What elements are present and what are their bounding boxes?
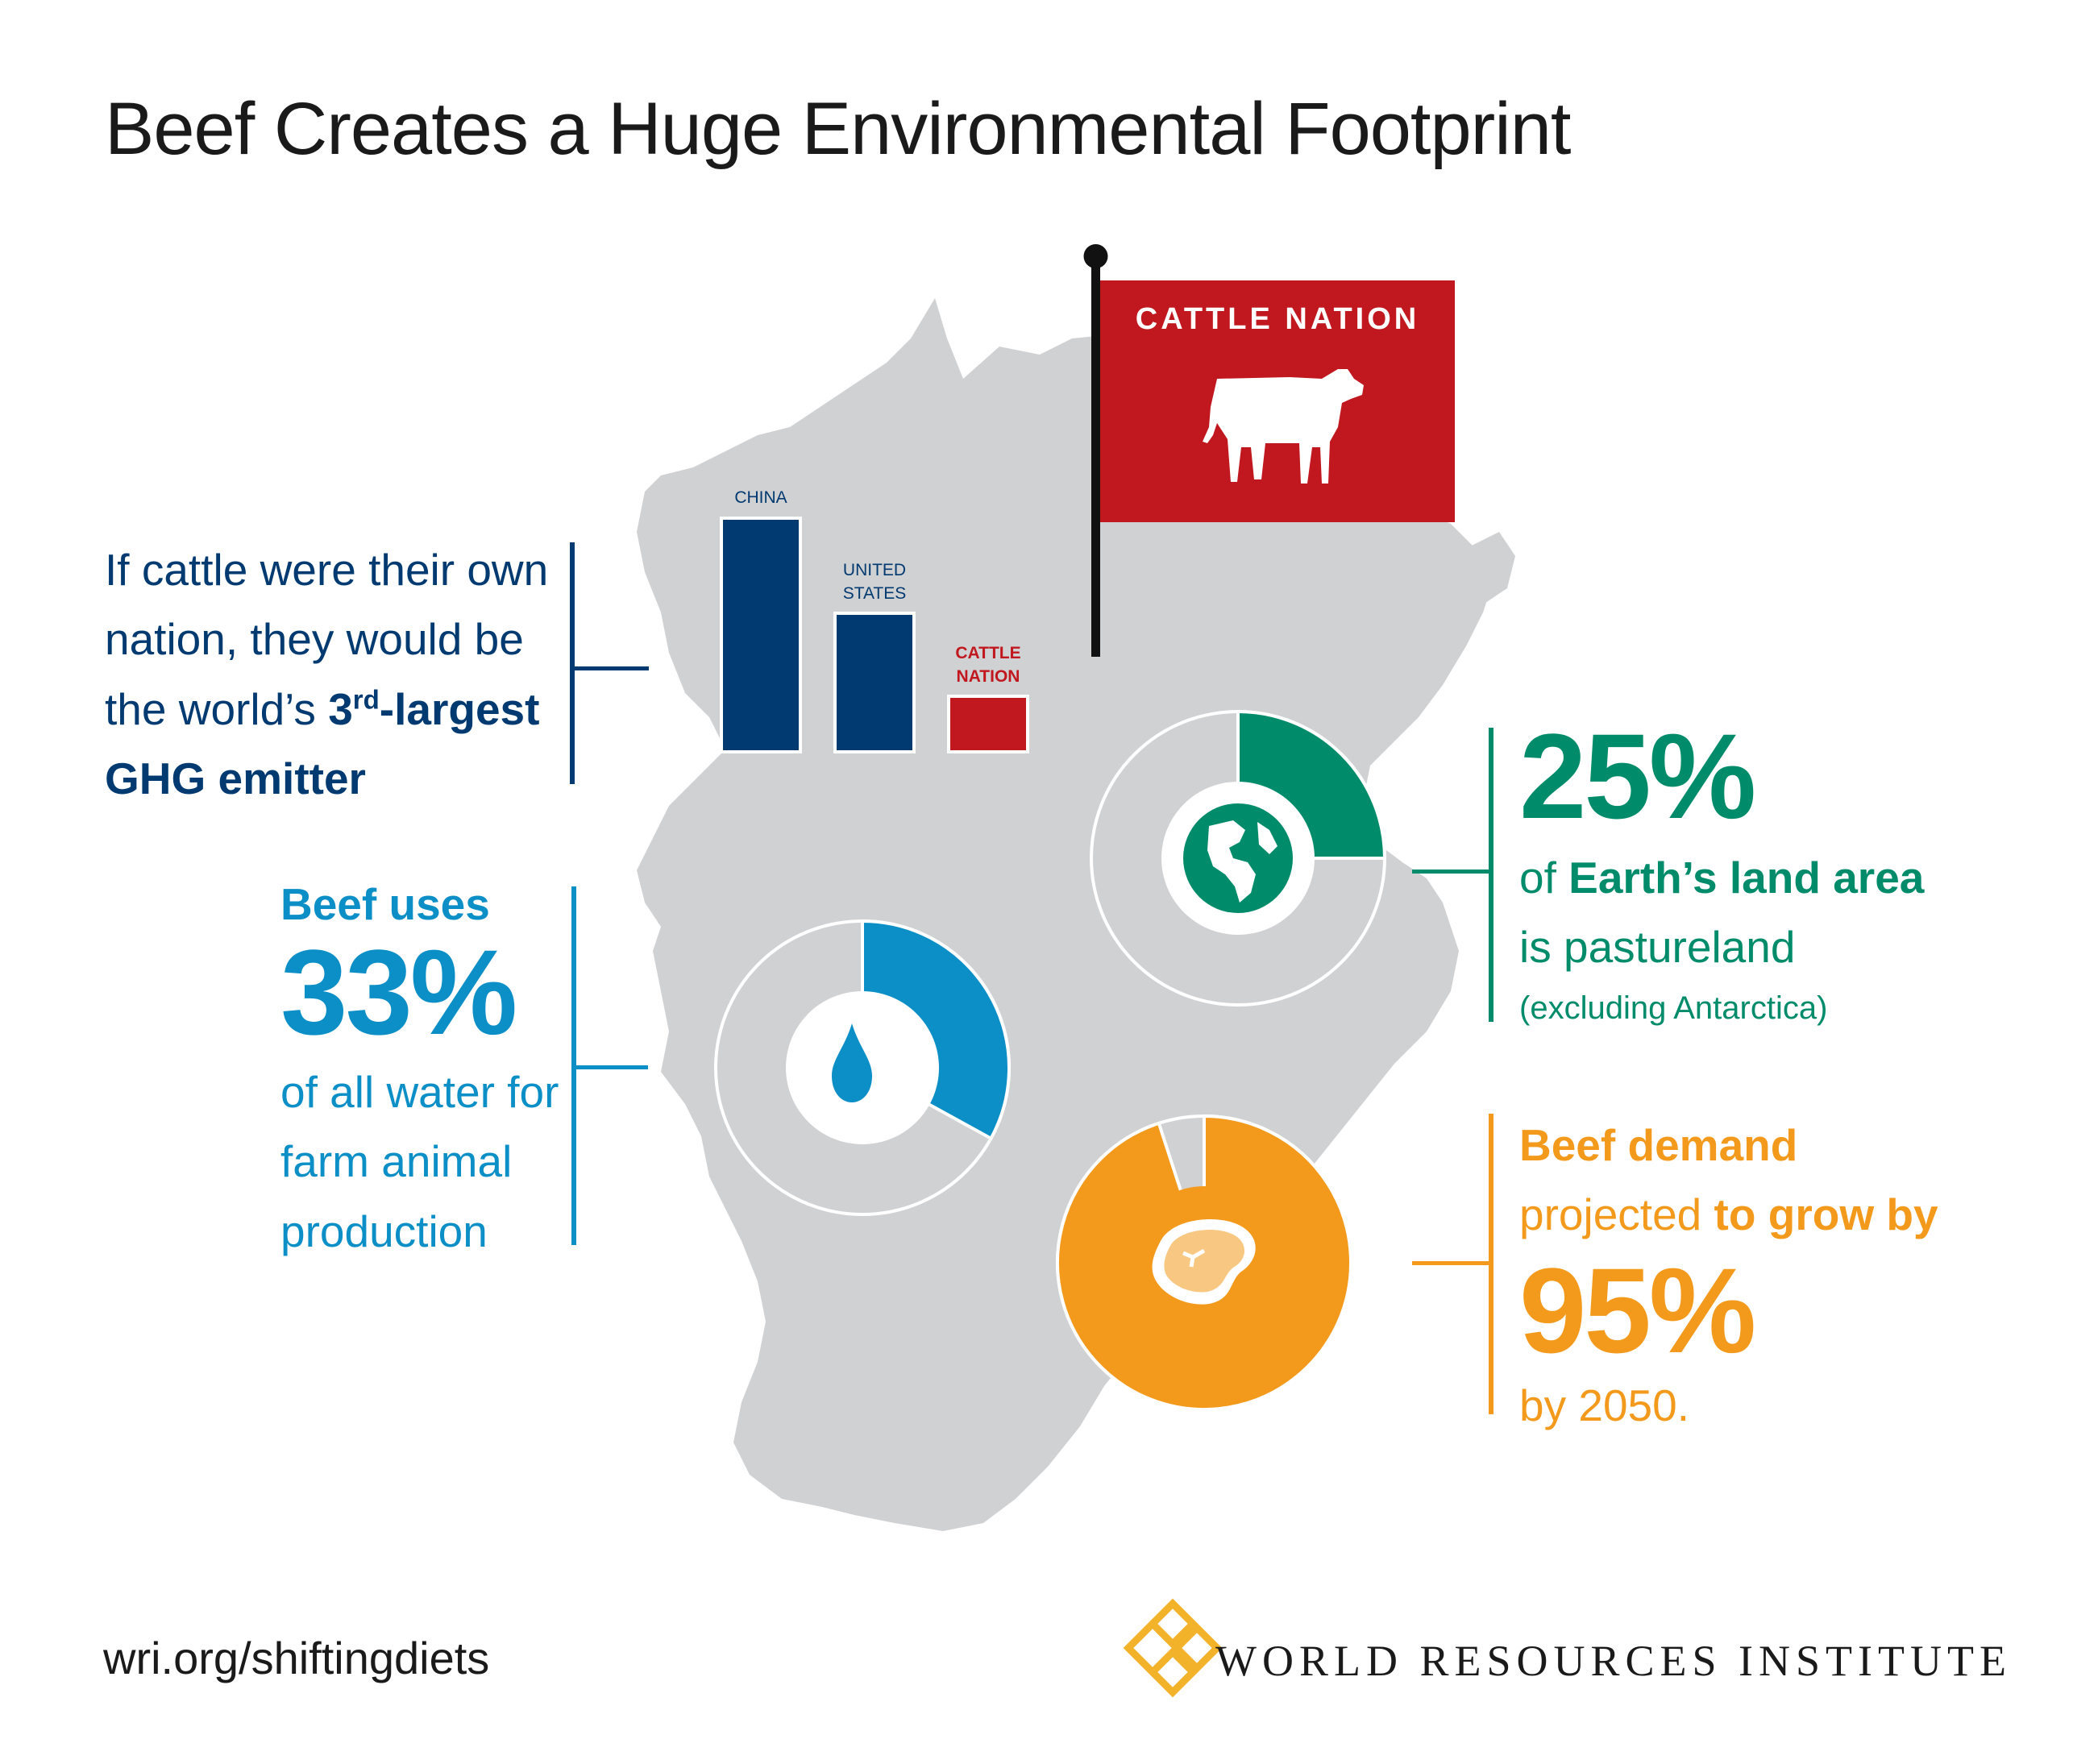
land-connector <box>1412 870 1491 874</box>
footer-url[interactable]: wri.org/shiftingdiets <box>103 1633 490 1683</box>
land-value: 25% <box>1519 708 1756 844</box>
bar-china <box>720 517 802 753</box>
wri-org-name: WORLD RESOURCES INSTITUTE <box>1215 1637 2012 1685</box>
land-line-2: is pastureland <box>1519 922 1796 973</box>
flag-label: CATTLE NATION <box>1136 302 1419 336</box>
wri-logo-icon <box>1123 1598 1223 1698</box>
water-text: Beef uses 33% of all water for farm anim… <box>280 882 571 1266</box>
cattle-nation-map <box>637 298 1499 1531</box>
bar-label-line: CATTLE <box>955 644 1021 662</box>
land-line-1-pre: of <box>1519 853 1569 903</box>
water-line-2: farm animal <box>280 1136 513 1187</box>
land-line-3: (excluding Antarctica) <box>1519 990 1828 1026</box>
demand-connector <box>1412 1261 1491 1265</box>
emissions-rank-number: 3 <box>328 683 353 734</box>
land-text: 25% of Earth’s land area is pastureland … <box>1519 716 2035 1034</box>
demand-text: Beef demand projected to grow by 95% by … <box>1519 1110 2051 1440</box>
emissions-connector <box>572 666 649 670</box>
map-peninsula-east <box>1435 532 1515 604</box>
emissions-line-3: the world’s 3rd-largest <box>105 674 556 744</box>
bar-label-line: CHINA <box>734 488 787 507</box>
flag-pole <box>1091 258 1100 657</box>
bar-label-cattle-nation: CATTLE NATION <box>924 641 1053 689</box>
water-line-1: of all water for <box>280 1067 559 1117</box>
emissions-rank-post: -largest <box>379 683 540 734</box>
steak-icon <box>1152 1219 1256 1305</box>
page-title: Beef Creates a Huge Environmental Footpr… <box>105 88 1571 170</box>
emissions-line-4: GHG emitter <box>105 753 366 804</box>
demand-head: Beef demand <box>1519 1120 1798 1170</box>
cow-icon <box>1203 369 1364 484</box>
emissions-line-1: If cattle were their own <box>105 545 549 595</box>
water-connector <box>574 1065 648 1069</box>
water-value: 33% <box>280 924 517 1060</box>
water-line-3: production <box>280 1206 488 1256</box>
land-bracket <box>1489 728 1493 1022</box>
bar-united-states <box>833 612 916 753</box>
emissions-line-3-pre: the world’s <box>105 683 329 734</box>
bar-label-united-states: UNITED STATES <box>810 558 939 606</box>
emissions-rank-suffix: rd <box>352 684 380 715</box>
demand-tail: by 2050. <box>1519 1380 1690 1430</box>
bar-label-line: STATES <box>842 584 907 604</box>
demand-line-2: projected to grow by <box>1519 1180 2051 1249</box>
bar-label-line: UNITED <box>842 561 907 579</box>
land-line-1: of Earth’s land area <box>1519 843 2035 912</box>
water-head: Beef uses <box>280 879 490 929</box>
demand-value: 95% <box>1519 1242 1756 1378</box>
demand-line-2-bold: to grow by <box>1714 1189 1938 1240</box>
emissions-line-2: nation, they would be <box>105 614 524 665</box>
flag-pole-knob <box>1083 244 1108 268</box>
land-line-1-bold: Earth’s land area <box>1568 853 1925 903</box>
bar-label-line: NATION <box>956 667 1020 687</box>
demand-line-2-pre: projected <box>1519 1189 1714 1240</box>
emissions-text: If cattle were their own nation, they wo… <box>105 535 556 813</box>
bar-label-china: CHINA <box>696 486 825 509</box>
globe-icon <box>1183 803 1293 913</box>
bar-cattle-nation <box>947 695 1029 753</box>
water-drop-icon <box>832 1023 872 1102</box>
emissions-bracket <box>570 542 575 784</box>
